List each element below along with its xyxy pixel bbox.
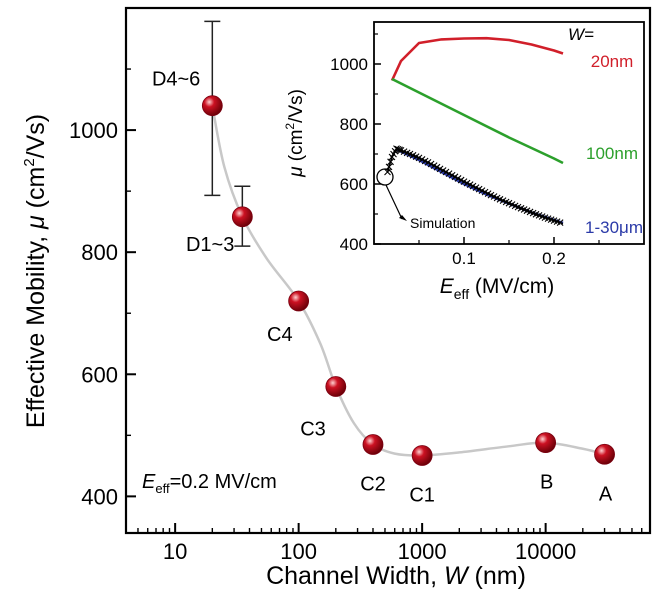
- simulation-point: [556, 219, 564, 227]
- inset-simulation-layer: [384, 145, 564, 227]
- inset-y-tick-label-800: 800: [340, 115, 368, 134]
- main-x-axis-label: Channel Width, W (nm): [266, 562, 526, 590]
- main-annotation-var: E: [142, 471, 156, 493]
- inset-legend-title: W=: [568, 25, 594, 44]
- main-y-axis-label-var: μ: [22, 215, 50, 230]
- main-point-labels-layer: D4~6 D1~3 C4 C3 C2 C1 B A: [152, 69, 613, 507]
- inset-y-tick-label-1000: 1000: [330, 55, 368, 74]
- point-label-B: B: [540, 472, 553, 494]
- main-ticks-layer: 10 100 1000 10000 400 600 800 1000: [69, 68, 651, 564]
- data-point-C1: [411, 445, 433, 466]
- point-label-D4~6: D4~6: [152, 69, 200, 91]
- main-x-axis-label-text: Channel Width,: [266, 562, 444, 590]
- inset-legend-label-2: 1-30μm: [585, 218, 643, 237]
- inset-legend-label-0: 20nm: [591, 52, 634, 71]
- data-point-A: [594, 443, 615, 465]
- inset-series-line-0: [390, 36, 564, 82]
- inset-y-axis-label-unit-pre: (cm: [286, 130, 307, 167]
- inset-x-axis-label-var: E: [440, 275, 455, 298]
- inset-y-axis-label-sup: 2: [283, 123, 297, 130]
- main-y-tick-label-400: 400: [81, 484, 118, 509]
- main-annotation: Eeff=0.2 MV/cm: [142, 471, 277, 496]
- point-label-C1: C1: [409, 484, 435, 506]
- main-points-layer: [201, 95, 615, 466]
- simulation-marker-circle: [376, 168, 394, 186]
- main-x-axis-label-unit: (nm): [468, 562, 526, 590]
- simulation-point: [396, 146, 403, 154]
- main-x-tick-label-10000: 10000: [515, 539, 576, 564]
- inset-y-axis-label: μ (cm2/Vs): [283, 89, 307, 178]
- main-y-axis-label-text: Effective Mobility,: [22, 229, 50, 428]
- inset-x-tick-label-0.1: 0.1: [452, 249, 476, 268]
- inset-ticks-layer: 0.1 0.2 400 600 800 1000: [330, 33, 600, 268]
- main-x-tick-label-100: 100: [280, 539, 317, 564]
- inset-y-axis-label-unit-post: /Vs): [286, 89, 307, 123]
- point-label-C3: C3: [300, 418, 326, 440]
- main-trend-curve: [211, 105, 605, 457]
- data-point-D4~6: [201, 95, 223, 117]
- data-point-D1~3: [231, 206, 253, 228]
- main-y-tick-label-1000: 1000: [69, 118, 118, 143]
- simulation-point: [387, 158, 394, 166]
- inset-chart: 0.1 0.2 400 600 800 1000 20nm 100nm 1-30μm W= E…: [283, 21, 645, 302]
- main-x-tick-label-10: 10: [163, 539, 187, 564]
- inset-x-axis-label-sub: eff: [454, 286, 469, 302]
- inset-y-tick-label-400: 400: [340, 235, 368, 254]
- data-point-C3: [325, 376, 347, 397]
- inset-legend-layer: 20nm 100nm 1-30μm: [585, 52, 643, 237]
- main-annotation-text: =0.2 MV/cm: [170, 471, 277, 493]
- point-label-A: A: [599, 483, 613, 505]
- main-x-tick-label-1000: 1000: [398, 539, 447, 564]
- main-x-axis-label-var: W: [444, 562, 470, 590]
- point-label-C4: C4: [267, 324, 293, 346]
- main-y-axis-label-sup: 2: [21, 158, 38, 166]
- inset-series-line-1: [391, 77, 564, 165]
- data-point-C2: [362, 434, 384, 455]
- inset-x-tick-label-0.2: 0.2: [542, 249, 566, 268]
- simulation-arrow-line: [385, 184, 403, 220]
- main-y-tick-label-600: 600: [81, 362, 118, 387]
- main-y-tick-label-800: 800: [81, 240, 118, 265]
- main-trend-layer: [211, 105, 605, 457]
- inset-y-axis-label-var: μ: [286, 166, 307, 178]
- inset-x-axis-label-unit: (MV/cm): [469, 275, 554, 298]
- main-chart: 10 100 1000 10000 400 600 800 1000 D4~6 D1~3 C4 C3…: [21, 6, 652, 590]
- simulation-label: Simulation: [410, 215, 475, 231]
- inset-y-tick-label-600: 600: [340, 175, 368, 194]
- point-label-D1~3: D1~3: [186, 234, 234, 256]
- data-point-B: [535, 432, 557, 454]
- inset-x-axis-label: Eeff (MV/cm): [440, 275, 554, 302]
- main-plot-frame: [124, 6, 652, 535]
- simulation-arrow-head: [399, 215, 407, 221]
- main-y-axis-label-unit-pre: (cm: [22, 167, 50, 216]
- main-y-axis-label: Effective Mobility, μ (cm2/Vs): [21, 114, 50, 428]
- inset-legend-label-1: 100nm: [586, 144, 638, 163]
- data-point-C4: [288, 290, 310, 312]
- main-y-axis-label-unit-post: /Vs): [22, 114, 50, 158]
- main-annotation-sub: eff: [155, 481, 170, 496]
- point-label-C2: C2: [360, 473, 386, 495]
